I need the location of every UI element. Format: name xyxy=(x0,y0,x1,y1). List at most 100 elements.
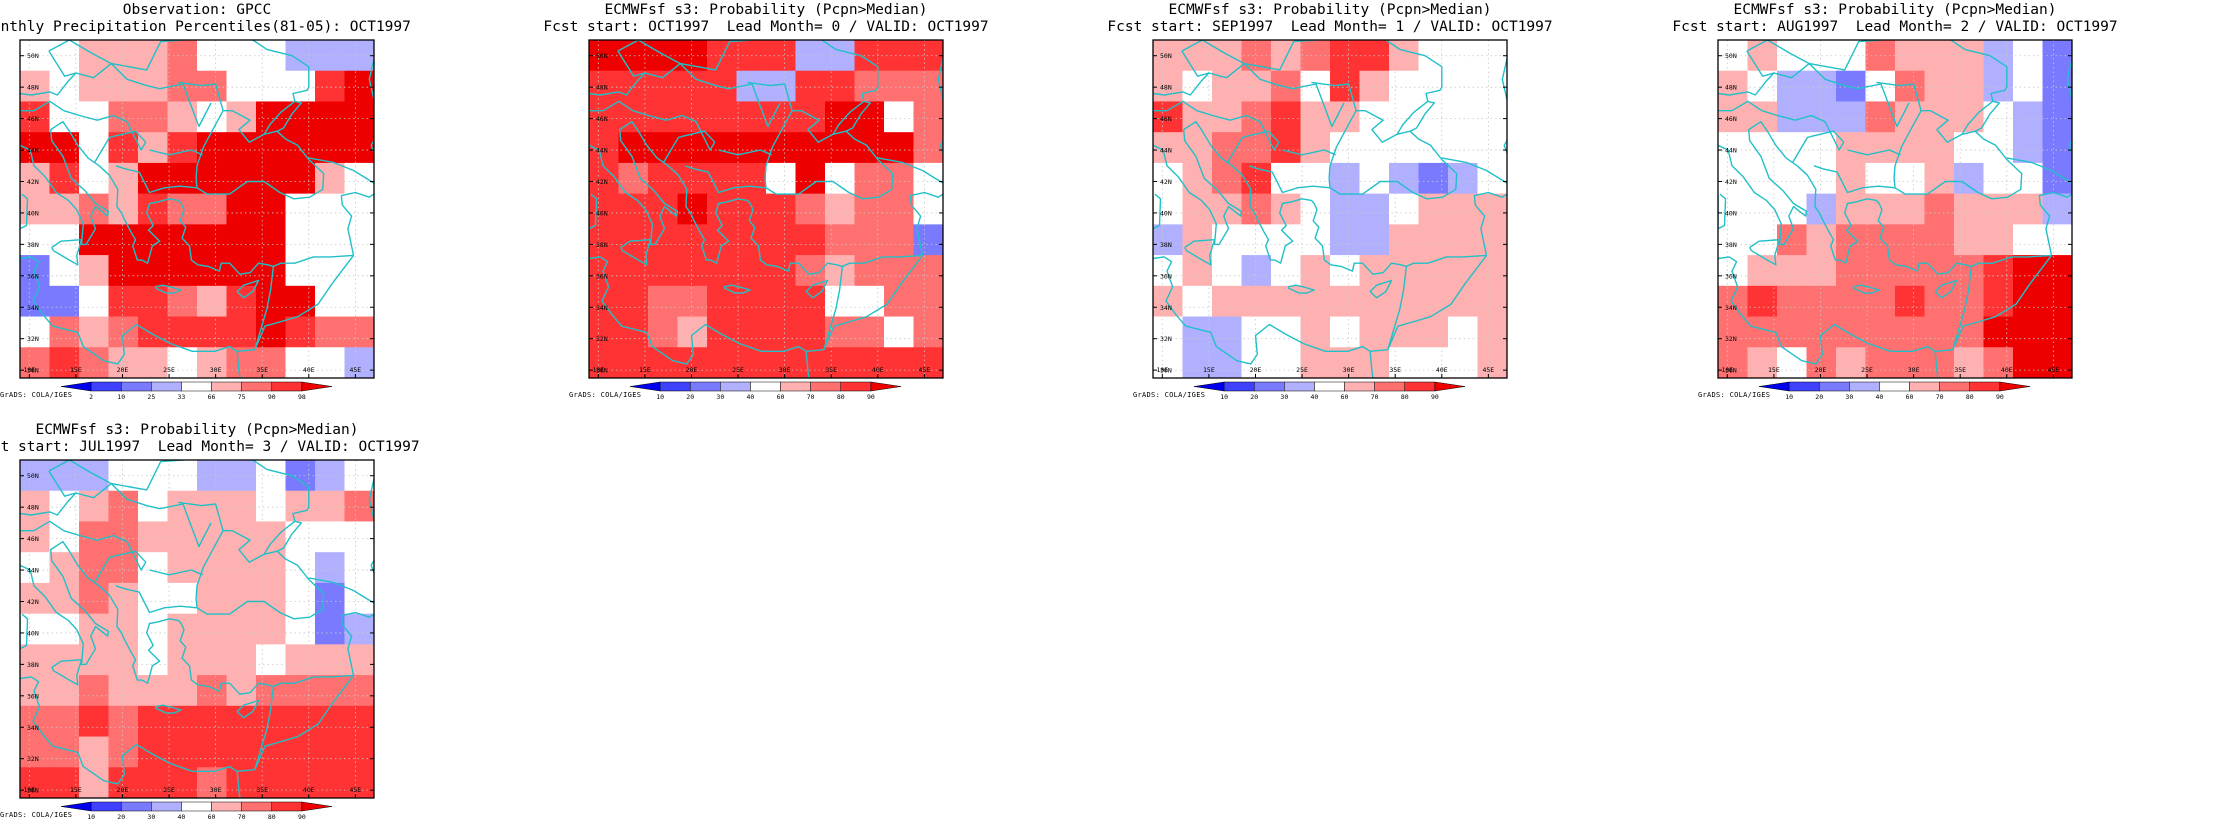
lon-tick-label: 15E xyxy=(70,786,82,794)
cell-high xyxy=(285,705,316,738)
coastlines xyxy=(1718,40,2072,378)
coastline xyxy=(1893,109,2023,200)
cell-near-normal xyxy=(256,70,287,103)
plot-frame xyxy=(1152,39,1508,379)
cell-high xyxy=(618,285,649,318)
cell-slight-high xyxy=(1924,132,1955,164)
lat-tick-label: 46N xyxy=(27,115,39,123)
colorbar-swatch xyxy=(1374,381,1406,392)
coastline xyxy=(589,193,598,230)
colorbar-tick-label: 80 xyxy=(1401,393,1409,401)
coastline xyxy=(1718,120,1877,264)
cell-moderate-high xyxy=(884,162,915,195)
cell-high xyxy=(1983,285,2014,318)
cell-moderate-high xyxy=(1865,101,1896,133)
colorbar-swatch xyxy=(301,801,333,812)
colorbar-tick-label: 30 xyxy=(1280,393,1288,401)
gridlines xyxy=(20,40,374,378)
cell-slight-high xyxy=(1954,101,1985,133)
coastline xyxy=(20,100,65,112)
cell-slight-low xyxy=(1359,193,1390,225)
coastline xyxy=(1153,256,1388,365)
cell-moderate-high xyxy=(1865,224,1896,256)
cell-high xyxy=(589,101,620,133)
cell-moderate-high xyxy=(1865,347,1896,378)
cell-near-normal xyxy=(1153,347,1184,378)
coastlines xyxy=(589,40,943,378)
cell-moderate-high xyxy=(256,347,287,378)
cell-slight-high xyxy=(1359,285,1390,318)
coastline xyxy=(178,81,224,111)
cell-slight-high xyxy=(1182,193,1213,225)
cell-high xyxy=(766,285,797,318)
colorbar-swatch xyxy=(780,381,811,392)
cell-near-normal xyxy=(20,613,51,645)
cell-high xyxy=(1271,101,1302,133)
coastline xyxy=(2068,140,2072,176)
colorbar-swatch xyxy=(1909,381,1940,392)
coastline xyxy=(1746,50,1910,128)
cell-moderate-high xyxy=(49,705,80,738)
cell-moderate-high xyxy=(315,675,346,707)
colorbar-swatch xyxy=(1939,381,1971,392)
cell-very-high xyxy=(736,132,767,164)
cell-near-normal xyxy=(20,224,51,256)
cell-near-normal xyxy=(1448,347,1479,378)
colorbar-tick-label: 66 xyxy=(208,393,216,401)
colorbar-swatch xyxy=(1253,381,1285,392)
cell-very-high xyxy=(795,162,826,195)
coastline xyxy=(1181,50,1345,128)
cell-slight-high xyxy=(20,582,51,615)
colorbar-tick-label: 90 xyxy=(1996,393,2004,401)
cell-high xyxy=(589,70,620,103)
cell-near-normal xyxy=(315,255,346,287)
cell-moderate-high xyxy=(1241,193,1272,225)
colorbar-swatch xyxy=(1758,381,1790,392)
cell-slight-high xyxy=(49,675,80,707)
colorbar-tick-label: 98 xyxy=(298,393,306,401)
colorbar-swatch xyxy=(840,381,872,392)
cell-moderate-high xyxy=(913,316,943,348)
coastline xyxy=(93,550,147,583)
cell-slight-high xyxy=(825,193,856,225)
colorbar-tick-label: 70 xyxy=(1936,393,1944,401)
cell-slight-low xyxy=(1836,101,1867,133)
cell-moderate-high xyxy=(20,347,51,378)
cell-high xyxy=(49,767,80,798)
cell-moderate-high xyxy=(1718,316,1749,348)
cell-near-normal xyxy=(1212,255,1243,287)
cell-slight-high xyxy=(1806,255,1837,287)
cell-near-normal xyxy=(285,193,316,225)
colorbar-swatch xyxy=(1223,381,1255,392)
cell-high xyxy=(315,767,346,798)
colorbar-swatch xyxy=(90,381,122,392)
colorbar-swatch xyxy=(720,381,751,392)
colorbar-tick-label: 25 xyxy=(147,393,155,401)
coastline xyxy=(1441,157,1507,184)
cell-near-normal xyxy=(344,255,374,287)
lon-tick-label: 15E xyxy=(1768,366,1780,374)
cell-slight-high xyxy=(1954,347,1985,378)
lat-tick-label: 36N xyxy=(1725,272,1737,280)
cell-near-normal xyxy=(49,255,80,287)
cell-high xyxy=(766,347,797,378)
cell-high xyxy=(677,255,708,287)
cell-moderate-low xyxy=(913,224,943,256)
colorbar-tick-label: 10 xyxy=(656,393,664,401)
cell-moderate-high xyxy=(648,316,679,348)
lat-tick-label: 42N xyxy=(1725,178,1737,186)
cell-slight-low xyxy=(1954,162,1985,195)
cell-high xyxy=(648,224,679,256)
coastline xyxy=(63,110,147,151)
coastline xyxy=(746,199,844,350)
colorbar-swatch xyxy=(689,381,721,392)
cell-high xyxy=(1153,101,1184,133)
cell-near-normal xyxy=(79,285,110,318)
cell-very-high xyxy=(344,101,374,133)
lat-tick-label: 40N xyxy=(1160,209,1172,217)
cell-slight-high xyxy=(1300,316,1331,348)
coastline xyxy=(620,238,652,266)
cell-very-high xyxy=(677,193,708,225)
coastline xyxy=(1287,284,1315,294)
cell-moderate-high xyxy=(1924,193,1955,225)
